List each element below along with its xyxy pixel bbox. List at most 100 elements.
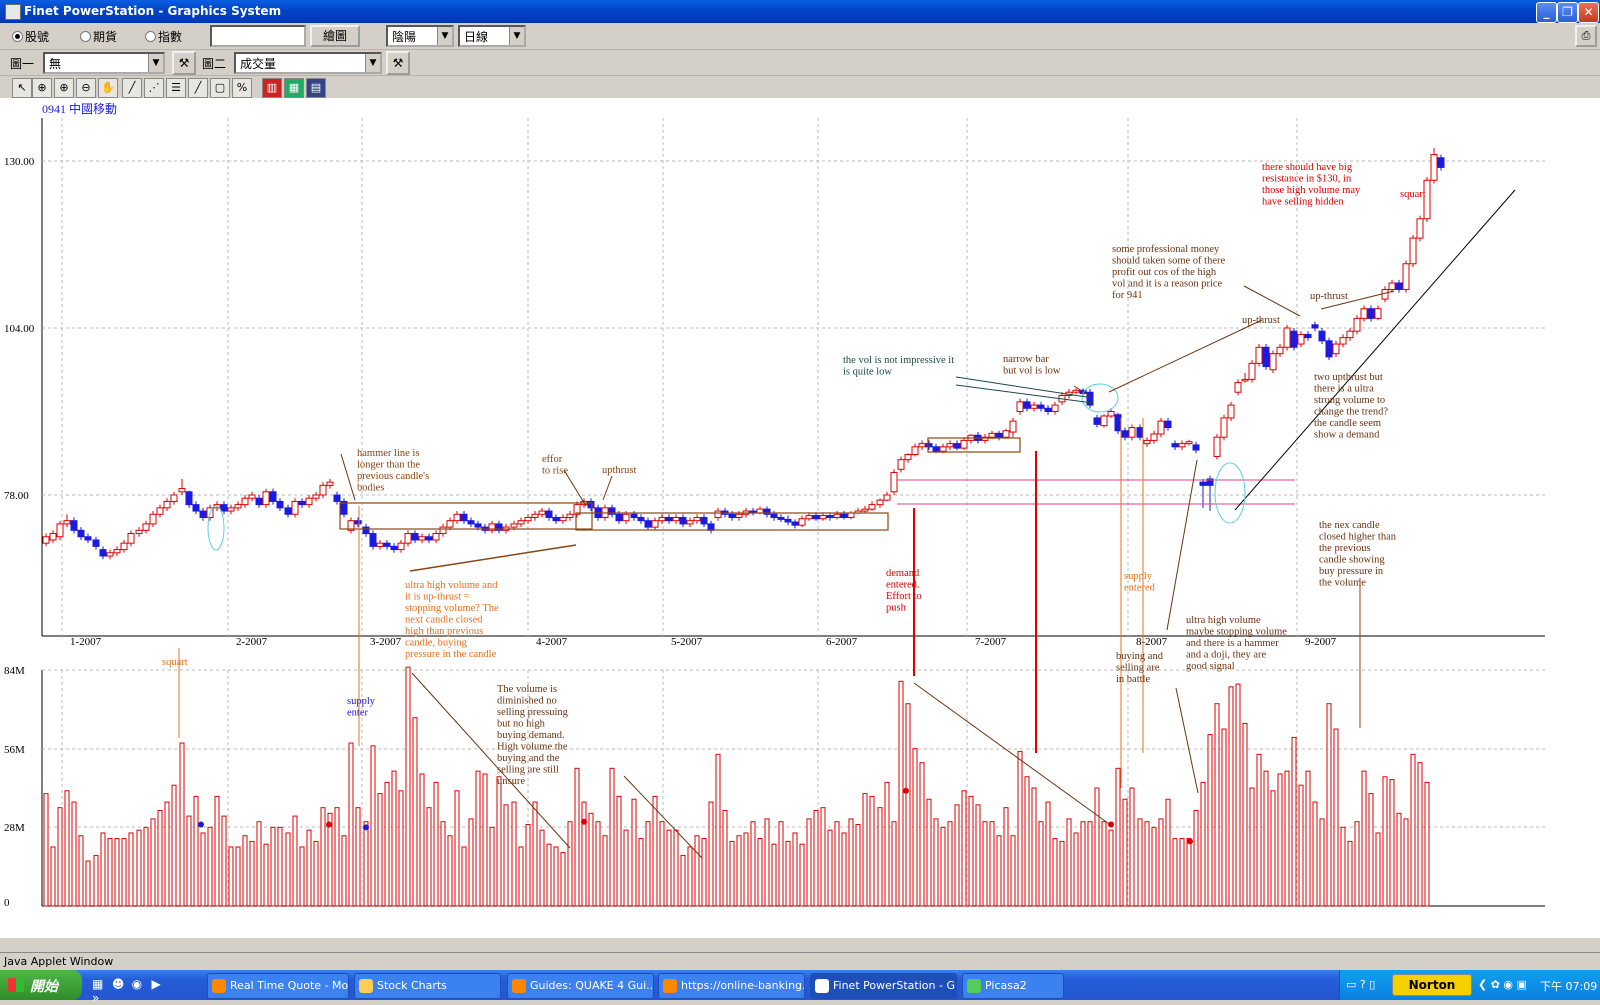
chevron-right-icon[interactable]: » <box>92 991 100 1005</box>
annotation-line-text: entered <box>1124 583 1156 594</box>
maximize-button[interactable]: ❐ <box>1557 2 1578 23</box>
candle-body <box>1283 327 1291 348</box>
volume-bar <box>666 829 672 907</box>
volume-bar <box>834 821 840 907</box>
chart-area: 1-2007 2-2007 3-2007 4-2007 5-2007 6-2007 7-20… <box>0 98 1600 938</box>
volume-bar <box>560 852 566 907</box>
annotation-line-text: buy pressure in <box>1319 566 1384 577</box>
norton-button[interactable]: Norton <box>1392 974 1472 996</box>
trend-line <box>1234 189 1516 511</box>
price-tick-label: 104.00 <box>4 323 35 335</box>
volume-bar <box>1263 770 1269 907</box>
diagonal-line-icon[interactable]: ╱ <box>188 78 208 98</box>
media-player-icon[interactable]: ▶ <box>151 977 161 991</box>
month-label: 1-2007 <box>70 636 102 648</box>
candle-body <box>559 516 567 522</box>
box-tool-icon[interactable]: ▢ <box>210 78 230 98</box>
color-chart-icon[interactable]: ▦ <box>284 78 304 98</box>
tray-icons[interactable]: ▭ ? ▯ <box>1346 978 1376 991</box>
volume-bar <box>306 829 312 907</box>
graph2-settings-icon[interactable]: ⚒ <box>386 51 410 75</box>
print-icon[interactable]: ⎙ <box>1575 25 1597 47</box>
candle-body <box>735 513 743 518</box>
zoom-out-icon[interactable]: ⊖ <box>76 78 96 98</box>
taskbar-task-2[interactable]: Stock Charts <box>354 973 501 999</box>
candle-body <box>791 521 799 526</box>
candle-body <box>178 488 186 493</box>
zoom-in-icon[interactable]: ⊕ <box>54 78 74 98</box>
annotation-line-text: is quite low <box>843 367 892 378</box>
candle-body <box>812 515 820 520</box>
candle-body <box>763 508 771 515</box>
start-button[interactable]: 開始 <box>0 970 82 1000</box>
taskbar-task-4[interactable]: https://online-banking.... <box>658 973 805 999</box>
horizontal-lines-icon[interactable]: ☰ <box>166 78 186 98</box>
line-tool-icon[interactable]: ╱ <box>122 78 142 98</box>
close-button[interactable]: ✕ <box>1578 2 1599 23</box>
volume-bar <box>1214 703 1220 907</box>
windows-logo-icon <box>8 978 24 992</box>
candle-body <box>404 533 412 544</box>
radio-futures[interactable] <box>80 31 91 42</box>
task-label: Picasa2 <box>985 979 1027 992</box>
hand-icon[interactable]: ✋ <box>98 78 118 98</box>
candle-body <box>587 500 595 509</box>
taskbar-task-5[interactable]: Finet PowerStation - G... <box>810 973 957 999</box>
annotation-line-text: it is up-thrust = <box>405 592 470 603</box>
multi-line-tool-icon[interactable]: ⋰ <box>144 78 164 98</box>
volume-bar <box>1270 790 1276 907</box>
taskbar-task-3[interactable]: Guides: QUAKE 4 Gui... <box>507 973 654 999</box>
taskbar-task-6[interactable]: Picasa2 <box>962 973 1064 999</box>
candle-body <box>1072 389 1080 393</box>
radio-index[interactable] <box>145 31 156 42</box>
clock: 下午 07:09 <box>1540 980 1598 993</box>
task-label: https://online-banking.... <box>681 979 805 992</box>
taskbar-task-1[interactable]: Real Time Quote - Mo... <box>207 973 349 999</box>
candle-body <box>1360 308 1368 319</box>
annotation-line-text: enter <box>347 708 368 719</box>
candle-body <box>185 491 193 506</box>
annotation-line <box>1073 385 1091 397</box>
messenger-icon[interactable]: ☻ <box>111 977 125 991</box>
trend-line <box>409 544 577 572</box>
graph1-select[interactable]: 無 ▼ <box>43 52 165 74</box>
annotation-line-text: but vol is low <box>1003 366 1061 377</box>
graph1-settings-icon[interactable]: ⚒ <box>172 51 196 75</box>
symbol-input[interactable] <box>210 25 306 47</box>
annotation-text: ultra high volume maybe stopping volume an… <box>1186 615 1287 672</box>
pointer-icon[interactable]: ↖ <box>12 78 32 98</box>
candle-body <box>1086 391 1094 406</box>
candle-type-icon[interactable]: ▥ <box>262 78 282 98</box>
candle-body <box>170 494 178 502</box>
candle-body <box>918 443 926 448</box>
crosshair-icon[interactable]: ⊕ <box>32 78 52 98</box>
annotation-line-text: selling are <box>1116 663 1160 674</box>
volume-bar <box>1277 773 1283 907</box>
percent-tool-icon[interactable]: % <box>232 78 252 98</box>
candle-body <box>798 518 806 526</box>
candle-body <box>1353 317 1361 332</box>
minimize-button[interactable]: _ <box>1536 2 1557 23</box>
volume-bar <box>1165 798 1171 907</box>
volume-bar <box>715 753 721 907</box>
firefox-icon[interactable]: ◉ <box>131 977 143 991</box>
annotation-text: The volume is diminished no selling pressu… <box>497 684 569 787</box>
annotation-line-text: previous candle's <box>357 471 429 482</box>
volume-bar <box>93 854 99 907</box>
graph2-select[interactable]: 成交量 ▼ <box>234 52 382 74</box>
annotation-line-text: change the trend? <box>1314 407 1388 418</box>
draw-button[interactable]: 繪圖 <box>310 25 360 47</box>
window-title: Finet PowerStation - Graphics System <box>24 4 282 18</box>
desktop-icon[interactable]: ▦ <box>92 977 104 991</box>
candle-body <box>376 542 384 547</box>
volume-bar <box>1200 781 1206 907</box>
tray-app-icons[interactable]: ❮ ✿ ◉ ▣ <box>1478 978 1527 991</box>
candle-body <box>545 510 553 518</box>
period-select[interactable]: 日線 ▼ <box>458 25 526 47</box>
price-volume-chart[interactable]: 1-2007 2-2007 3-2007 4-2007 5-2007 6-2007 7-20… <box>0 98 1600 938</box>
radio-stock[interactable] <box>12 31 23 42</box>
volume-bar <box>884 781 890 907</box>
volume-bar <box>989 821 995 907</box>
chart-style-select[interactable]: 陰陽 ▼ <box>386 25 454 47</box>
grid-chart-icon[interactable]: ▤ <box>306 78 326 98</box>
